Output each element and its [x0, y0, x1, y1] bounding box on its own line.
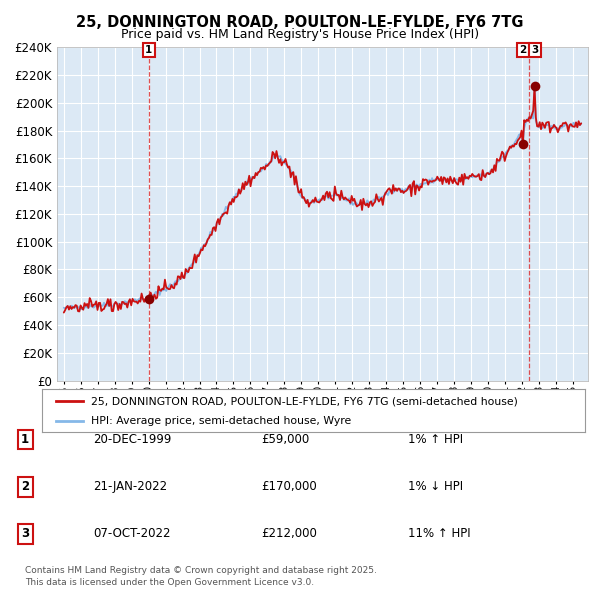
Text: £59,000: £59,000	[261, 433, 309, 446]
Text: 3: 3	[531, 45, 539, 55]
Text: HPI: Average price, semi-detached house, Wyre: HPI: Average price, semi-detached house,…	[91, 417, 351, 426]
Text: 1: 1	[145, 45, 152, 55]
Text: 25, DONNINGTON ROAD, POULTON-LE-FYLDE, FY6 7TG (semi-detached house): 25, DONNINGTON ROAD, POULTON-LE-FYLDE, F…	[91, 396, 518, 407]
Text: £212,000: £212,000	[261, 527, 317, 540]
Text: 1% ↑ HPI: 1% ↑ HPI	[408, 433, 463, 446]
Text: 25, DONNINGTON ROAD, POULTON-LE-FYLDE, FY6 7TG: 25, DONNINGTON ROAD, POULTON-LE-FYLDE, F…	[76, 15, 524, 30]
Text: 1: 1	[21, 433, 29, 446]
Text: 07-OCT-2022: 07-OCT-2022	[93, 527, 170, 540]
Text: 2: 2	[520, 45, 527, 55]
Text: 20-DEC-1999: 20-DEC-1999	[93, 433, 172, 446]
Text: 3: 3	[21, 527, 29, 540]
Text: Price paid vs. HM Land Registry's House Price Index (HPI): Price paid vs. HM Land Registry's House …	[121, 28, 479, 41]
Text: 1% ↓ HPI: 1% ↓ HPI	[408, 480, 463, 493]
Text: Contains HM Land Registry data © Crown copyright and database right 2025.
This d: Contains HM Land Registry data © Crown c…	[25, 566, 377, 587]
Text: 21-JAN-2022: 21-JAN-2022	[93, 480, 167, 493]
Text: 11% ↑ HPI: 11% ↑ HPI	[408, 527, 470, 540]
Text: 2: 2	[21, 480, 29, 493]
Text: £170,000: £170,000	[261, 480, 317, 493]
